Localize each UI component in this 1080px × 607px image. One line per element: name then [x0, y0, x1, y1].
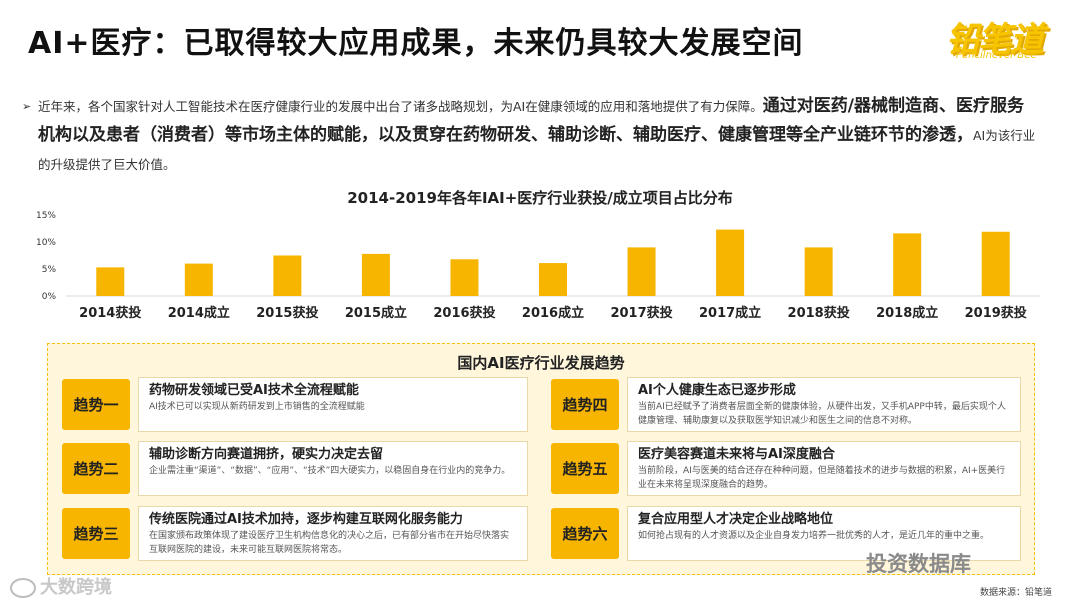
trend-tag: 趋势一	[62, 379, 130, 430]
page-title: AI+医疗：已取得较大应用成果，未来仍具较大发展空间	[28, 26, 804, 61]
x-tick-label: 2014获投	[79, 305, 141, 321]
trend-desc: 当前阶段，AI与医美的结合还存在种种问题，但是随着技术的进步与数据的积累，AI+…	[638, 466, 1006, 490]
trend-desc: 在国家颁布政策体现了建设医疗卫生机构信息化的决心之后，已有部分省市在开始尽快落实…	[149, 531, 510, 555]
trends-panel: 国内AI医疗行业发展趋势 趋势一 药物研发领域已受AI技术全流程赋能 AI技术已…	[47, 343, 1035, 575]
watermark-right: 投资数据库	[866, 552, 971, 576]
bullet-arrow-icon: ➢	[22, 100, 32, 113]
intro-text-1: 近年来，各个国家针对人工智能技术在医疗健康行业的发展中出台了诸多战略规划，为AI…	[38, 99, 763, 114]
trend-card-4: 趋势四 AI个人健康生态已逐步形成 当前AI已经赋予了消费者层面全新的健康体验，…	[551, 377, 1021, 432]
logo-subtext: Pencilnever Bee	[956, 50, 1037, 61]
bar-chart: 0% 5% 10% 15% 2014获投 2014成立 2015获投 2015成立 2016获投…	[36, 211, 1040, 321]
trend-card-6: 趋势六 复合应用型人才决定企业战略地位 如何抢占现有的人才资源以及企业自身发力培…	[551, 506, 1021, 561]
watermark-left-text: 大数跨境	[40, 577, 112, 598]
trend-heading: 复合应用型人才决定企业战略地位	[638, 512, 834, 527]
chart-title: 2014-2019年各年IAI+医疗行业获投/成立项目占比分布	[347, 189, 733, 207]
y-tick-label: 0%	[42, 292, 57, 302]
bar-2017成立	[716, 229, 745, 296]
x-tick-label: 2016获投	[433, 305, 495, 321]
trend-heading: AI个人健康生态已逐步形成	[638, 383, 796, 398]
trend-desc: AI技术已可以实现从新药研发到上市销售的全流程赋能	[149, 402, 365, 412]
bar-2016获投	[450, 259, 479, 296]
intro-highlight: 通过对医药/器械制造商、医疗服务机构以及患者（消费者）等市场主体的赋能，以及贯穿…	[38, 96, 1024, 145]
y-tick-label: 5%	[42, 265, 57, 275]
data-source: 数据来源：铅笔道	[979, 588, 1052, 598]
trend-box: 传统医院通过AI技术加持，逐步构建互联网化服务能力 在国家颁布政策体现了建设医疗…	[138, 506, 528, 561]
watermark-logo-icon	[10, 578, 36, 598]
bar-2018成立	[893, 233, 922, 296]
x-tick-label: 2016成立	[522, 305, 584, 321]
trend-tag: 趋势四	[551, 379, 619, 430]
x-tick-label: 2019获投	[965, 305, 1027, 321]
trend-desc: 企业需注重“渠道”、“数据”、“应用”、“技术”四大硬实力，以稳固自身在行业内的…	[149, 466, 511, 476]
x-tick-label: 2015成立	[345, 305, 407, 321]
trend-desc: 当前AI已经赋予了消费者层面全新的健康体验，从硬件出发，又手机APP中转，最后实…	[638, 402, 1006, 426]
trend-card-1: 趋势一 药物研发领域已受AI技术全流程赋能 AI技术已可以实现从新药研发到上市销…	[62, 377, 528, 432]
trend-box: 药物研发领域已受AI技术全流程赋能 AI技术已可以实现从新药研发到上市销售的全流…	[138, 377, 528, 432]
trend-heading: 辅助诊断方向赛道拥挤，硬实力决定去留	[149, 447, 384, 462]
bar-2018获投	[804, 247, 833, 296]
x-tick-label: 2018获投	[788, 305, 850, 321]
watermark-left: 大数跨境	[10, 573, 112, 599]
intro-paragraph: ➢ 近年来，各个国家针对人工智能技术在医疗健康行业的发展中出台了诸多战略规划，为…	[22, 92, 1038, 179]
bar-2014成立	[184, 263, 213, 296]
brand-logo: 铅笔道 Pencilnever Bee	[946, 12, 1058, 64]
trend-tag: 趋势三	[62, 508, 130, 559]
trend-heading: 药物研发领域已受AI技术全流程赋能	[149, 383, 359, 398]
trend-box: 复合应用型人才决定企业战略地位 如何抢占现有的人才资源以及企业自身发力培养一批优…	[627, 506, 1021, 561]
trend-heading: 传统医院通过AI技术加持，逐步构建互联网化服务能力	[149, 512, 463, 527]
trend-tag: 趋势六	[551, 508, 619, 559]
bar-2017获投	[627, 247, 656, 296]
logo-text: 铅笔道	[946, 20, 1044, 60]
panel-title: 国内AI医疗行业发展趋势	[457, 354, 625, 372]
trend-card-5: 趋势五 医疗美容赛道未来将与AI深度融合 当前阶段，AI与医美的结合还存在种种问…	[551, 441, 1021, 496]
x-tick-label: 2014成立	[168, 305, 230, 321]
y-tick-label: 15%	[36, 211, 56, 221]
trend-box: 辅助诊断方向赛道拥挤，硬实力决定去留 企业需注重“渠道”、“数据”、“应用”、“…	[138, 441, 528, 496]
bar-2015成立	[361, 253, 390, 296]
trend-box: AI个人健康生态已逐步形成 当前AI已经赋予了消费者层面全新的健康体验，从硬件出…	[627, 377, 1021, 432]
x-tick-label: 2017成立	[699, 305, 761, 321]
x-tick-label: 2017获投	[610, 305, 672, 321]
trend-tag: 趋势二	[62, 443, 130, 494]
x-tick-label: 2018成立	[876, 305, 938, 321]
trend-box: 医疗美容赛道未来将与AI深度融合 当前阶段，AI与医美的结合还存在种种问题，但是…	[627, 441, 1021, 496]
trend-tag: 趋势五	[551, 443, 619, 494]
bar-2019获投	[981, 231, 1010, 296]
trend-heading: 医疗美容赛道未来将与AI深度融合	[638, 447, 835, 462]
bar-2016成立	[539, 263, 567, 296]
trend-card-3: 趋势三 传统医院通过AI技术加持，逐步构建互联网化服务能力 在国家颁布政策体现了…	[62, 506, 528, 561]
intro-text-2: AI为该行业的升级提供了巨大价值。	[38, 128, 1036, 172]
bar-2014获投	[96, 267, 125, 296]
trend-desc: 如何抢占现有的人才资源以及企业自身发力培养一批优秀的人才，是近几年的重中之重。	[638, 531, 990, 541]
x-tick-label: 2015获投	[256, 305, 318, 321]
y-tick-label: 10%	[36, 238, 56, 248]
trend-card-2: 趋势二 辅助诊断方向赛道拥挤，硬实力决定去留 企业需注重“渠道”、“数据”、“应…	[62, 441, 528, 496]
bar-2015获投	[273, 255, 302, 296]
